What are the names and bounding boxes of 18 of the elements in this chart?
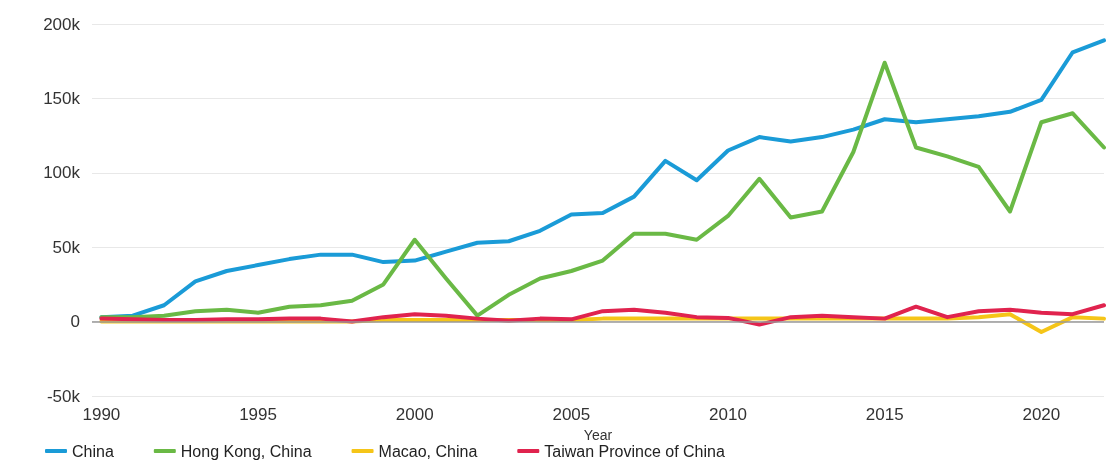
- y-tick-label: -50k: [46, 386, 81, 406]
- x-tick-label: 2005: [552, 405, 591, 424]
- x-tick-label: 2010: [709, 405, 747, 424]
- x-tick-label: 2015: [865, 405, 904, 424]
- legend-label: Taiwan Province of China: [544, 442, 725, 460]
- y-tick-label: 0: [70, 312, 80, 332]
- y-tick-label: 100k: [43, 163, 81, 183]
- x-tick-label: 1990: [82, 405, 121, 424]
- legend-label: China: [72, 442, 114, 460]
- legend-label: Macao, China: [378, 442, 478, 460]
- legend-label: Hong Kong, China: [180, 442, 312, 460]
- y-tick-label: 200k: [43, 14, 81, 34]
- y-tick-label: 50k: [52, 237, 81, 257]
- x-tick-label: 2020: [1022, 405, 1061, 424]
- x-tick-label: 1995: [239, 405, 277, 424]
- x-tick-label: 2000: [395, 405, 434, 424]
- y-tick-label: 150k: [43, 88, 81, 108]
- x-axis-title: Year: [583, 427, 613, 443]
